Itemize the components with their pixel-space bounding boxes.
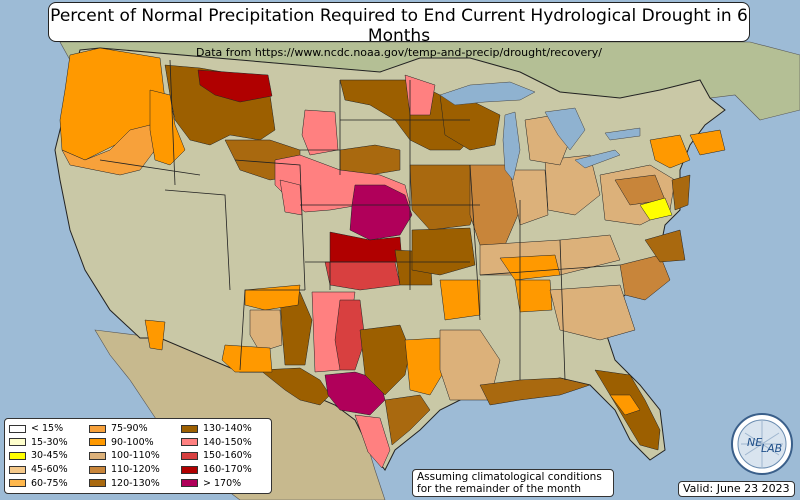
legend-label: 45-60% — [31, 464, 68, 476]
legend-label: 130-140% — [203, 423, 252, 435]
region-gulf-texas-brown — [384, 394, 431, 446]
region-nj-brown — [671, 174, 691, 211]
legend-item: 45-60% — [9, 463, 89, 477]
legend-item: 15-30% — [9, 436, 89, 450]
legend-label: 75-90% — [111, 423, 148, 435]
map-subtitle: Data from https://www.ncdc.noaa.gov/temp… — [196, 46, 602, 59]
region-ne-magenta — [349, 184, 413, 241]
legend-swatch — [9, 451, 26, 460]
region-montana-red — [197, 69, 273, 103]
legend-label: 160-170% — [203, 464, 252, 476]
legend-label: 140-150% — [203, 436, 252, 448]
region-central-texas-magenta — [324, 371, 386, 416]
legend-swatch — [89, 451, 106, 460]
region-ohio-light — [544, 154, 601, 216]
region-ma-orange — [689, 129, 726, 156]
valid-date: Valid: June 23 2023 — [678, 481, 795, 497]
region-oklahoma-red — [324, 261, 401, 291]
lake-michigan — [502, 111, 521, 181]
region-south-texas-pink — [354, 414, 391, 469]
legend-label: < 15% — [31, 423, 64, 435]
title-box: Percent of Normal Precipitation Required… — [48, 2, 750, 59]
region-nm-light — [249, 309, 283, 353]
region-alabama-orange — [514, 279, 553, 313]
region-south-light — [549, 284, 636, 341]
region-nc-brown — [644, 229, 686, 263]
region-sd-light — [301, 109, 339, 156]
legend-item: 140-150% — [181, 436, 269, 450]
legend-swatch — [181, 479, 198, 488]
region-nm-brown — [279, 291, 313, 366]
region-minnesota-pink — [404, 74, 436, 116]
lake-ontario — [604, 127, 641, 141]
note-line-2: for the remainder of the month — [417, 483, 582, 495]
region-east-texas-brown — [359, 324, 411, 396]
region-sd-brown — [339, 144, 401, 176]
legend-label: 90-100% — [111, 436, 154, 448]
lake-huron — [544, 107, 586, 151]
assumption-note: Assuming climatological conditions for t… — [412, 469, 614, 497]
legend-swatch — [89, 424, 106, 433]
region-arkansas-orange — [439, 279, 481, 321]
legend-item: 60-75% — [9, 476, 89, 490]
legend-label: 30-45% — [31, 450, 68, 462]
legend-item: 150-160% — [181, 449, 269, 463]
region-california-orange — [144, 319, 166, 351]
region-idaho-orange — [149, 89, 186, 166]
legend-label: 60-75% — [31, 477, 68, 489]
legend-swatch — [9, 479, 26, 488]
legend-swatch — [181, 465, 198, 474]
region-gulf-coast-brown — [479, 377, 591, 406]
legend-item: 110-120% — [89, 463, 181, 477]
lake-erie — [574, 149, 621, 169]
legend-swatch — [181, 438, 198, 447]
region-florida-orange — [609, 394, 641, 416]
legend-item: 30-45% — [9, 449, 89, 463]
legend-item: 120-130% — [89, 476, 181, 490]
state-boundaries — [99, 59, 621, 381]
legend-label: 100-110% — [111, 450, 160, 462]
legend-label: 15-30% — [31, 436, 68, 448]
region-indiana-light — [509, 169, 549, 226]
region-carolina-brown — [619, 254, 671, 301]
nexlab-logo: NE LAB — [731, 413, 793, 475]
legend-item: > 170% — [181, 476, 269, 490]
legend-item: 130-140% — [181, 422, 269, 436]
legend-swatch — [181, 451, 198, 460]
legend-item: 100-110% — [89, 449, 181, 463]
legend-item: 160-170% — [181, 463, 269, 477]
legend-swatch — [89, 465, 106, 474]
legend-swatch — [9, 465, 26, 474]
legend: < 15% 15-30% 30-45% 45-60% 60-75% 75-90% 90-10… — [4, 418, 272, 494]
legend-item: 90-100% — [89, 436, 181, 450]
region-se-az-orange — [221, 344, 273, 373]
region-texas-brown — [259, 367, 331, 406]
logo-text-lab: LAB — [761, 442, 782, 455]
note-line-1: Assuming climatological conditions — [417, 471, 602, 483]
legend-label: 110-120% — [111, 464, 160, 476]
region-new-england-orange — [649, 134, 691, 169]
region-missouri-brown — [411, 227, 476, 276]
region-az-orange — [244, 284, 301, 311]
region-texas-red — [334, 299, 366, 371]
legend-swatch — [9, 424, 26, 433]
lake-superior — [439, 81, 536, 106]
legend-label: 120-130% — [111, 477, 160, 489]
map-title: Percent of Normal Precipitation Required… — [50, 6, 748, 46]
legend-swatch — [89, 438, 106, 447]
legend-item: < 15% — [9, 422, 89, 436]
legend-swatch — [89, 479, 106, 488]
legend-swatch — [181, 424, 198, 433]
region-texas-orange — [404, 337, 446, 396]
legend-label: 150-160% — [203, 450, 252, 462]
legend-label: > 170% — [203, 477, 242, 489]
legend-item: 75-90% — [89, 422, 181, 436]
legend-swatch — [9, 438, 26, 447]
region-maryland-yellow — [639, 197, 673, 221]
logo-text-ne: NE — [747, 436, 762, 449]
